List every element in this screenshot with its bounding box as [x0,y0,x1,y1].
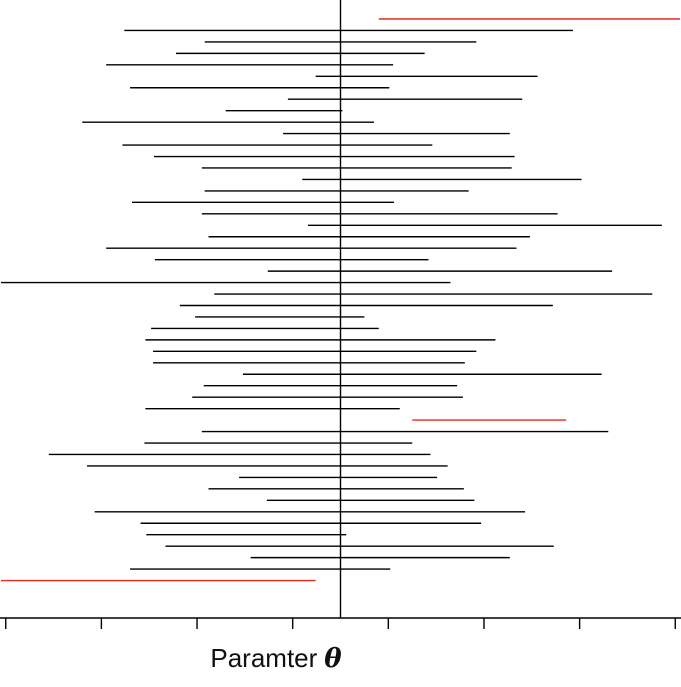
x-axis-label-text: Paramter [210,643,317,673]
x-axis-label-symbol: θ [324,644,342,674]
x-axis-ticks [5,618,676,629]
x-axis-label: Paramter θ [210,643,342,674]
interval-lines [1,18,680,582]
